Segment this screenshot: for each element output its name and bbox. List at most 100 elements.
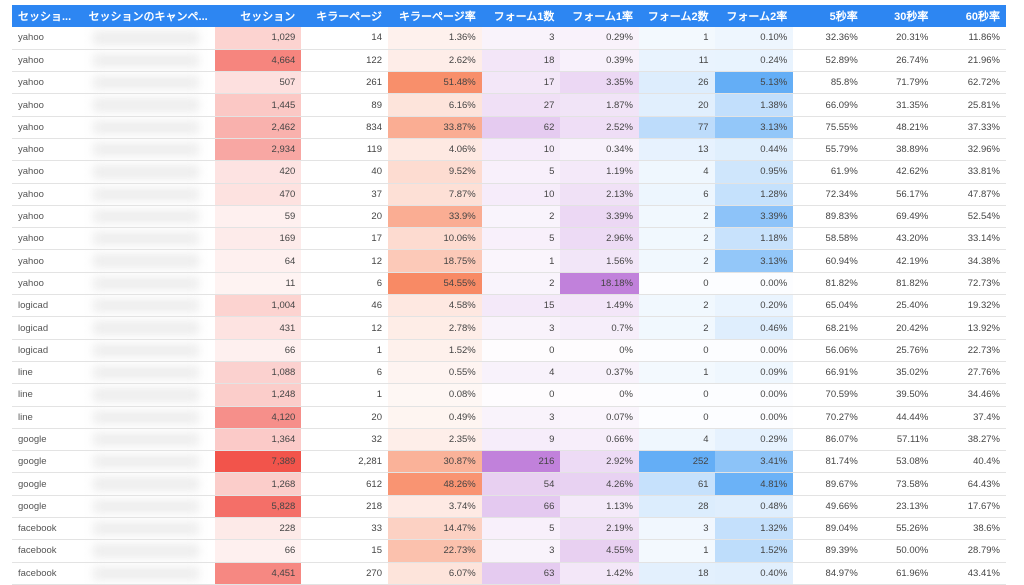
table-row[interactable]: line 1,248 1 0.08% 0 0% 0 0.00% 70.59% 39.50% 34.4… [12,383,1006,407]
cell-form1-rate: 1.13% [560,495,639,519]
cell-session-campaign-redacted [82,71,215,95]
cell-sessions: 420 [214,160,302,184]
cell-form2-rate: 0.29% [714,428,794,452]
cell-form1-rate: 1.56% [560,249,639,273]
header-form1-rate[interactable]: フォーム1率 [560,5,639,27]
cell-5sec-rate: 81.82% [793,272,864,296]
table-row[interactable]: line 4,120 20 0.49% 3 0.07% 0 0.00% 70.27% 44.44%… [12,406,1006,429]
cell-form2-rate: 0.09% [714,361,794,385]
cell-killer-page-rate: 2.62% [388,49,482,73]
cell-sessions: 66 [214,339,302,362]
cell-killer-page-rate: 4.06% [388,138,482,162]
cell-killer-page: 119 [301,138,388,162]
redaction-blur [92,343,199,357]
table-row[interactable]: line 1,088 6 0.55% 4 0.37% 1 0.09% 66.91% 35.02% 2… [12,361,1006,385]
table-row[interactable]: logicad 431 12 2.78% 3 0.7% 2 0.46% 68.21% 20.42%… [12,316,1006,340]
cell-killer-page: 1 [301,339,388,362]
table-row[interactable]: yahoo 507 261 51.48% 17 3.35% 26 5.13% 85.8% 71.7… [12,71,1006,95]
cell-form1-rate: 3.35% [560,71,639,95]
table-row[interactable]: google 1,364 32 2.35% 9 0.66% 4 0.29% 86.07% 57.1… [12,428,1006,452]
table-row[interactable]: yahoo 420 40 9.52% 5 1.19% 4 0.95% 61.9% 42.62% 33… [12,160,1006,184]
redaction-blur [92,477,199,491]
cell-60sec-rate: 37.33% [934,116,1006,139]
cell-killer-page-rate: 33.9% [388,205,482,229]
header-form2-rate[interactable]: フォーム2率 [714,5,794,27]
cell-sessions: 1,029 [214,27,302,50]
table-row[interactable]: yahoo 11 6 54.55% 2 18.18% 0 0.00% 81.82% 81.82% 7… [12,272,1006,296]
cell-form2-count: 252 [639,450,715,474]
header-killer-page-rate[interactable]: キラーページ率 [388,5,482,27]
cell-killer-page: 6 [301,272,388,296]
table-row[interactable]: yahoo 2,462 834 33.87% 62 2.52% 77 3.13% 75.55% 4… [12,116,1006,139]
table-row[interactable]: yahoo 1,029 14 1.36% 3 0.29% 1 0.10% 32.36% 20.31… [12,27,1006,50]
cell-form1-count: 62 [481,116,561,139]
cell-5sec-rate: 66.91% [793,361,864,385]
cell-session-source: google [12,495,83,519]
cell-killer-page-rate: 1.52% [388,339,482,362]
cell-30sec-rate: 35.02% [863,361,935,385]
cell-5sec-rate: 89.39% [793,539,864,563]
cell-form2-count: 26 [639,71,715,95]
cell-form1-count: 66 [481,495,561,519]
header-form1-count[interactable]: フォーム1数 [481,5,561,27]
redaction-blur [92,276,199,291]
table-row[interactable]: google 7,389 2,281 30.87% 216 2.92% 252 3.41% 81… [12,450,1006,474]
table-row[interactable]: yahoo 4,664 122 2.62% 18 0.39% 11 0.24% 52.89% 26… [12,49,1006,73]
header-form2-count[interactable]: フォーム2数 [639,5,715,27]
cell-form1-rate: 1.49% [560,294,639,318]
cell-form1-count: 2 [481,272,561,296]
table-row[interactable]: yahoo 64 12 18.75% 1 1.56% 2 3.13% 60.94% 42.19% 3… [12,249,1006,273]
redaction-blur [92,299,199,313]
table-row[interactable]: logicad 66 1 1.52% 0 0% 0 0.00% 56.06% 25.76% 22.7… [12,339,1006,362]
cell-sessions: 1,088 [214,361,302,385]
cell-form2-rate: 0.95% [714,160,794,184]
cell-5sec-rate: 81.74% [793,450,864,474]
cell-form1-rate: 18.18% [560,272,639,296]
cell-30sec-rate: 25.40% [863,294,935,318]
cell-killer-page-rate: 22.73% [388,539,482,563]
cell-killer-page: 218 [301,495,388,519]
cell-session-source: yahoo [12,205,83,229]
cell-killer-page-rate: 14.47% [388,517,482,541]
cell-session-campaign-redacted [82,205,215,229]
table-row[interactable]: facebook 4,451 270 6.07% 63 1.42% 18 0.40% 84.97… [12,562,1006,585]
cell-killer-page-rate: 30.87% [388,450,482,474]
cell-form1-rate: 0.29% [560,27,639,50]
cell-60sec-rate: 13.92% [934,316,1006,340]
table-row[interactable]: facebook 66 15 22.73% 3 4.55% 1 1.52% 89.39% 50.0… [12,539,1006,563]
header-sessions[interactable]: セッション [214,5,302,27]
table-row[interactable]: google 5,828 218 3.74% 66 1.13% 28 0.48% 49.66% 2… [12,495,1006,519]
cell-form1-rate: 0% [560,339,639,362]
table-row[interactable]: yahoo 169 17 10.06% 5 2.96% 2 1.18% 58.58% 43.20%… [12,227,1006,251]
header-30sec-rate[interactable]: 30秒率 [863,5,935,27]
header-5sec-rate[interactable]: 5秒率 [793,5,864,27]
table-row[interactable]: facebook 228 33 14.47% 5 2.19% 3 1.32% 89.04% 55.… [12,517,1006,541]
table-row[interactable]: yahoo 470 37 7.87% 10 2.13% 6 1.28% 72.34% 56.17%… [12,183,1006,206]
cell-form1-rate: 0.34% [560,138,639,162]
table-row[interactable]: yahoo 59 20 33.9% 2 3.39% 2 3.39% 89.83% 69.49% 52… [12,205,1006,229]
table-row[interactable]: google 1,268 612 48.26% 54 4.26% 61 4.81% 89.67%… [12,472,1006,496]
header-session-source[interactable]: セッショ... [12,5,83,27]
cell-5sec-rate: 85.8% [793,71,864,95]
header-killer-page[interactable]: キラーページ [301,5,388,27]
cell-sessions: 169 [214,227,302,251]
cell-60sec-rate: 33.14% [934,227,1006,251]
cell-form1-rate: 0% [560,383,639,407]
cell-form1-count: 18 [481,49,561,73]
cell-session-campaign-redacted [82,249,215,273]
cell-form2-rate: 4.81% [714,472,794,496]
cell-form2-rate: 0.00% [714,383,794,407]
cell-form2-rate: 0.10% [714,27,794,50]
cell-60sec-rate: 72.73% [934,272,1006,296]
table-row[interactable]: logicad 1,004 46 4.58% 15 1.49% 2 0.20% 65.04% 25… [12,294,1006,318]
cell-killer-page: 270 [301,562,388,585]
cell-form1-count: 3 [481,539,561,563]
header-session-campaign[interactable]: セッションのキャンペ... [82,5,215,27]
table-row[interactable]: yahoo 2,934 119 4.06% 10 0.34% 13 0.44% 55.79% 38… [12,138,1006,162]
table-row[interactable]: yahoo 1,445 89 6.16% 27 1.87% 20 1.38% 66.09% 31.… [12,93,1006,117]
cell-form2-rate: 1.38% [714,93,794,117]
cell-form2-rate: 0.00% [714,272,794,296]
header-60sec-rate[interactable]: 60秒率 [934,5,1006,27]
redaction-blur [92,31,199,45]
cell-60sec-rate: 28.79% [934,539,1006,563]
